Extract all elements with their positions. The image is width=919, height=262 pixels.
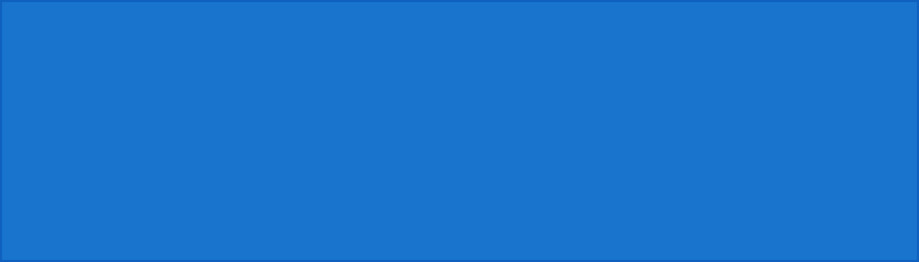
Bar bbox=[899, 21, 916, 247]
Text: Name to be used to identify this report line: Name to be used to identify this report … bbox=[236, 68, 433, 78]
Bar bbox=[3, 122, 899, 136]
Text: Generic type (like Entity, Resource, or Queue), or that it is a particular templ: Generic type (like Entity, Resource, or … bbox=[236, 194, 856, 204]
Text: Data type (like VACost or NVATime): Data type (like VACost or NVATime) bbox=[236, 181, 396, 189]
Text: Number: Number bbox=[154, 54, 191, 63]
Text: Text: Text bbox=[154, 139, 173, 148]
Bar bbox=[899, 4, 915, 20]
Bar bbox=[3, 206, 899, 220]
Text: Format specifier in 'C' or FORTRAN format, refer to documentation for limitation: Format specifier in 'C' or FORTRAN forma… bbox=[236, 83, 710, 91]
Bar bbox=[3, 192, 19, 206]
Text: ✕: ✕ bbox=[903, 7, 911, 17]
Text: Text: Text bbox=[154, 68, 173, 78]
Bar bbox=[3, 150, 899, 164]
Text: Expression: Expression bbox=[22, 124, 71, 134]
Text: Number: Number bbox=[154, 152, 191, 161]
Text: ID: ID bbox=[22, 41, 31, 50]
Bar bbox=[3, 234, 19, 248]
Text: Report that this line belongs to: Report that this line belongs to bbox=[236, 54, 378, 63]
Bar bbox=[3, 220, 899, 234]
Text: ─: ─ bbox=[868, 8, 873, 17]
Bar bbox=[3, 206, 19, 220]
Text: Text: Text bbox=[154, 124, 173, 134]
Bar bbox=[3, 38, 899, 52]
Bar bbox=[3, 94, 19, 108]
Text: Format: Format bbox=[22, 83, 53, 91]
Text: SourceProcessID: SourceProcessID bbox=[22, 209, 96, 217]
Text: Type of statistical element represeted ie:DSTAT,CSTAT, TALLY ...... foreign key : Type of statistical element represeted i… bbox=[236, 222, 669, 232]
Bar bbox=[3, 21, 899, 38]
Bar bbox=[3, 80, 19, 94]
Text: ReportID: ReportID bbox=[22, 54, 62, 63]
Bar bbox=[3, 247, 916, 259]
Text: □: □ bbox=[885, 8, 893, 17]
Bar bbox=[3, 164, 19, 178]
Text: ReportLineDefinitionID: ReportLineDefinitionID bbox=[22, 96, 125, 106]
Bar bbox=[3, 3, 916, 21]
Text: Number: Number bbox=[154, 237, 191, 245]
Bar bbox=[3, 52, 19, 66]
Text: SourceDataTypeID: SourceDataTypeID bbox=[22, 181, 105, 189]
Text: ▼: ▼ bbox=[904, 234, 911, 243]
Text: Limit: Limit bbox=[22, 237, 45, 245]
Text: Number: Number bbox=[154, 181, 191, 189]
Text: Number: Number bbox=[154, 209, 191, 217]
Bar bbox=[3, 136, 899, 150]
Bar bbox=[3, 94, 899, 108]
Text: Text: Text bbox=[154, 83, 173, 91]
Text: Data Type: Data Type bbox=[168, 25, 217, 35]
Text: Field Name: Field Name bbox=[50, 25, 105, 35]
Text: AutoNumber: AutoNumber bbox=[154, 41, 212, 50]
Text: OutputFileID: OutputFileID bbox=[22, 166, 78, 176]
Bar bbox=[3, 192, 899, 206]
Bar bbox=[3, 38, 19, 52]
Text: Order of the argument in the paramater list: Order of the argument in the paramater l… bbox=[236, 111, 435, 119]
Text: Definition : Table: Definition : Table bbox=[22, 6, 142, 19]
Bar bbox=[3, 80, 899, 94]
Bar bbox=[3, 234, 899, 248]
Text: Data type for report line, typically SMINT, SMREAL, STR: Data type for report line, typically SMI… bbox=[236, 139, 487, 148]
Text: Identify the module: Identify the module bbox=[236, 209, 325, 217]
Bar bbox=[899, 21, 916, 37]
Text: Name: Name bbox=[22, 68, 49, 78]
Bar bbox=[3, 136, 19, 150]
Text: SourceCategoryID: SourceCategoryID bbox=[22, 194, 104, 204]
Bar bbox=[3, 150, 19, 164]
Text: Number: Number bbox=[154, 111, 191, 119]
Text: RunOutputID: RunOutputID bbox=[22, 152, 80, 161]
Text: DefinitionTypeID: DefinitionTypeID bbox=[22, 222, 96, 232]
Bar bbox=[3, 66, 899, 80]
Bar bbox=[3, 164, 899, 178]
Text: The run that is associated with this row: The run that is associated with this row bbox=[236, 152, 415, 161]
Bar bbox=[3, 178, 19, 192]
Bar bbox=[3, 220, 19, 234]
Bar bbox=[863, 4, 879, 20]
Bar bbox=[899, 231, 916, 247]
Bar bbox=[7, 6, 17, 16]
Text: Number: Number bbox=[154, 96, 191, 106]
Text: ArgumentIndex: ArgumentIndex bbox=[22, 111, 92, 119]
Text: Description: Description bbox=[539, 25, 595, 35]
Text: 🔑: 🔑 bbox=[9, 42, 13, 48]
Bar bbox=[900, 39, 915, 59]
Bar bbox=[3, 178, 899, 192]
Bar bbox=[881, 4, 897, 20]
Text: Type: Type bbox=[22, 139, 43, 148]
Text: ▲: ▲ bbox=[904, 25, 911, 34]
Bar bbox=[899, 21, 916, 247]
Text: Number: Number bbox=[154, 194, 191, 204]
Text: Number: Number bbox=[154, 166, 191, 176]
Bar bbox=[3, 122, 19, 136]
Bar bbox=[3, 52, 899, 66]
Bar bbox=[3, 66, 19, 80]
Text: Number: Number bbox=[154, 222, 191, 232]
Bar bbox=[3, 108, 19, 122]
Text: Expression used to develop the value: Expression used to develop the value bbox=[236, 124, 407, 134]
Bar bbox=[3, 108, 899, 122]
